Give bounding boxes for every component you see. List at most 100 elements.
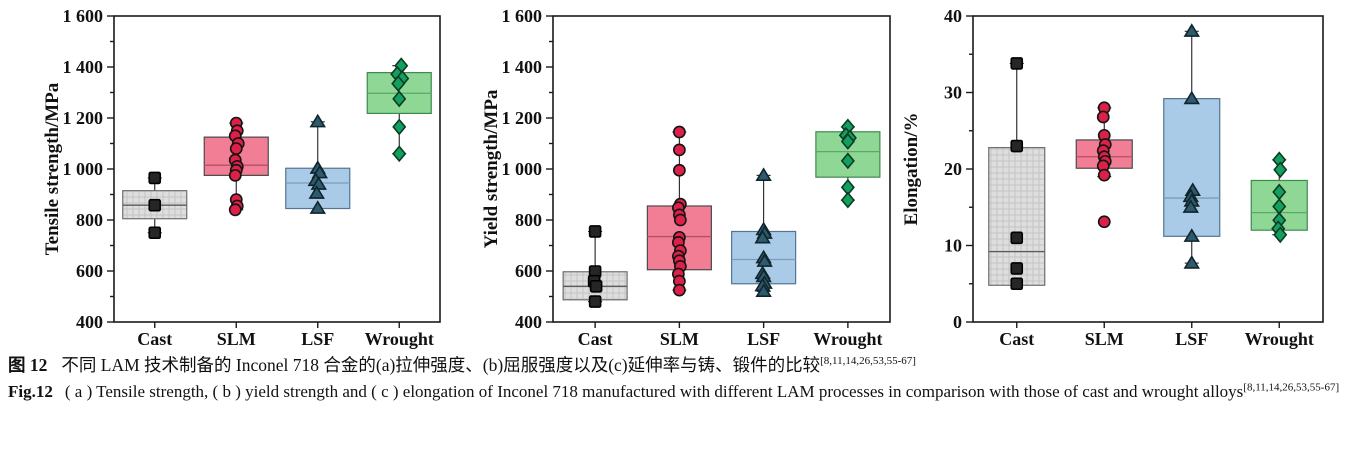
caption-zh-label: 图 12	[8, 355, 48, 375]
y-tick-label: 1 600	[63, 6, 104, 26]
charts-row: 400 600 800 1 000 1 200 1 400 1 600 Tensile str…	[42, 6, 1324, 349]
triangle-marker	[755, 167, 772, 181]
caption-en-label: Fig.12	[8, 382, 53, 402]
circle-marker	[228, 168, 242, 182]
square-marker	[1010, 139, 1024, 153]
figure-caption: 图 12 不同 LAM 技术制备的 Inconel 718 合金的(a)拉伸强度、…	[8, 352, 1354, 405]
circle-marker	[672, 125, 686, 139]
box-cast: Cast	[562, 225, 628, 349]
category-label: Wrought	[813, 329, 882, 349]
square-marker	[1010, 262, 1024, 275]
data-points	[1096, 101, 1112, 229]
y-tick-label: 40	[944, 6, 962, 26]
diamond-marker	[392, 145, 407, 163]
data-points	[1271, 151, 1288, 244]
square-marker	[148, 171, 162, 185]
box-wrought: Wrought	[365, 57, 434, 349]
y-axis-label: Tensile strength/MPa	[42, 82, 63, 255]
y-tick-label: 1 600	[502, 6, 543, 26]
box-wrought: Wrought	[813, 118, 883, 349]
y-tick-label: 400	[76, 312, 103, 332]
data-points	[307, 113, 328, 214]
box-slm: SLM	[646, 125, 712, 349]
chart-tensile-strength: 400 600 800 1 000 1 200 1 400 1 600 Tensile str…	[28, 2, 448, 357]
data-points	[838, 118, 857, 209]
category-label: Cast	[137, 329, 172, 349]
square-marker	[148, 226, 162, 240]
square-marker	[1010, 231, 1024, 245]
category-label: Wrought	[365, 329, 434, 349]
triangle-marker	[309, 113, 326, 128]
boxplot-svg-a: 400 600 800 1 000 1 200 1 400 1 600 Tensile str…	[42, 6, 441, 349]
y-tick-label: 1 200	[63, 108, 104, 128]
triangle-marker	[756, 253, 773, 267]
data-points	[1182, 23, 1201, 269]
y-tick-label: 30	[944, 83, 962, 103]
box-lsf: LSF	[285, 113, 351, 349]
caption-zh-references: [8,11,14,26,53,55-67]	[820, 355, 916, 368]
diamond-marker	[1273, 161, 1288, 179]
box-rect	[1163, 98, 1221, 237]
box-wrought: Wrought	[1245, 151, 1314, 349]
y-tick-label: 10	[944, 236, 962, 256]
y-tick-label: 1 200	[502, 108, 543, 128]
y-axis: 400 600 800 1 000 1 200 1 400 1 600	[502, 6, 553, 332]
category-label: Wrought	[1245, 329, 1314, 349]
circle-marker	[672, 143, 686, 157]
diamond-marker	[392, 118, 407, 136]
triangle-marker	[1183, 255, 1200, 269]
triangle-marker	[1182, 199, 1199, 213]
data-points	[390, 57, 410, 163]
caption-en-references: [8,11,14,26,53,55-67]	[1243, 381, 1340, 394]
box-slm: SLM	[1075, 101, 1133, 349]
category-label: LSF	[301, 329, 334, 349]
y-tick-label: 1 000	[63, 159, 104, 179]
diamond-marker	[840, 133, 855, 150]
category-label: LSF	[1175, 329, 1208, 349]
circle-marker	[1097, 168, 1111, 182]
square-marker	[588, 225, 602, 238]
category-label: Cast	[999, 329, 1034, 349]
circle-marker	[229, 142, 243, 155]
box-lsf: LSF	[1163, 23, 1221, 349]
diamond-marker	[391, 75, 406, 93]
y-axis-label: Elongation/%	[901, 113, 922, 226]
diamond-marker	[840, 191, 855, 209]
box-cast: Cast	[988, 57, 1046, 349]
circle-marker	[1096, 110, 1110, 124]
diamond-marker	[840, 152, 855, 170]
category-label: SLM	[660, 329, 699, 349]
square-marker	[589, 279, 603, 293]
plot-frame	[113, 15, 441, 323]
category-label: LSF	[747, 329, 780, 349]
caption-english: Fig.12 ( a ) Tensile strength, ( b ) yiel…	[8, 379, 1354, 405]
y-tick-label: 1 000	[502, 159, 543, 179]
category-label: Cast	[578, 329, 613, 349]
box-cast: Cast	[122, 171, 188, 349]
triangle-marker	[754, 229, 771, 244]
y-tick-label: 1 400	[502, 57, 543, 77]
y-tick-label: 600	[76, 261, 103, 281]
boxplot-svg-c: 0 10 20 30 40 Elongation/% Cast SLM LSF Wrought	[901, 6, 1324, 349]
square-marker	[588, 295, 602, 308]
circle-marker	[673, 213, 687, 227]
chart-elongation: 0 10 20 30 40 Elongation/% Cast SLM LSF Wrought	[886, 2, 1360, 357]
data-points	[754, 167, 773, 297]
square-marker	[1010, 57, 1024, 70]
square-marker	[1010, 277, 1024, 291]
y-tick-label: 400	[515, 312, 542, 332]
y-tick-label: 0	[953, 312, 962, 332]
category-label: SLM	[1085, 329, 1124, 349]
data-points	[671, 125, 687, 297]
circle-marker	[228, 203, 242, 217]
diamond-marker	[1273, 226, 1288, 244]
triangle-marker	[1183, 90, 1200, 105]
y-axis: 400 600 800 1 000 1 200 1 400 1 600	[63, 6, 114, 332]
triangle-marker	[309, 200, 326, 214]
caption-en-text: ( a ) Tensile strength, ( b ) yield stre…	[64, 382, 1244, 402]
diamond-marker	[392, 90, 407, 108]
triangle-marker	[308, 185, 325, 199]
y-tick-label: 600	[515, 261, 542, 281]
box-lsf: LSF	[731, 167, 797, 349]
data-points	[228, 116, 245, 217]
